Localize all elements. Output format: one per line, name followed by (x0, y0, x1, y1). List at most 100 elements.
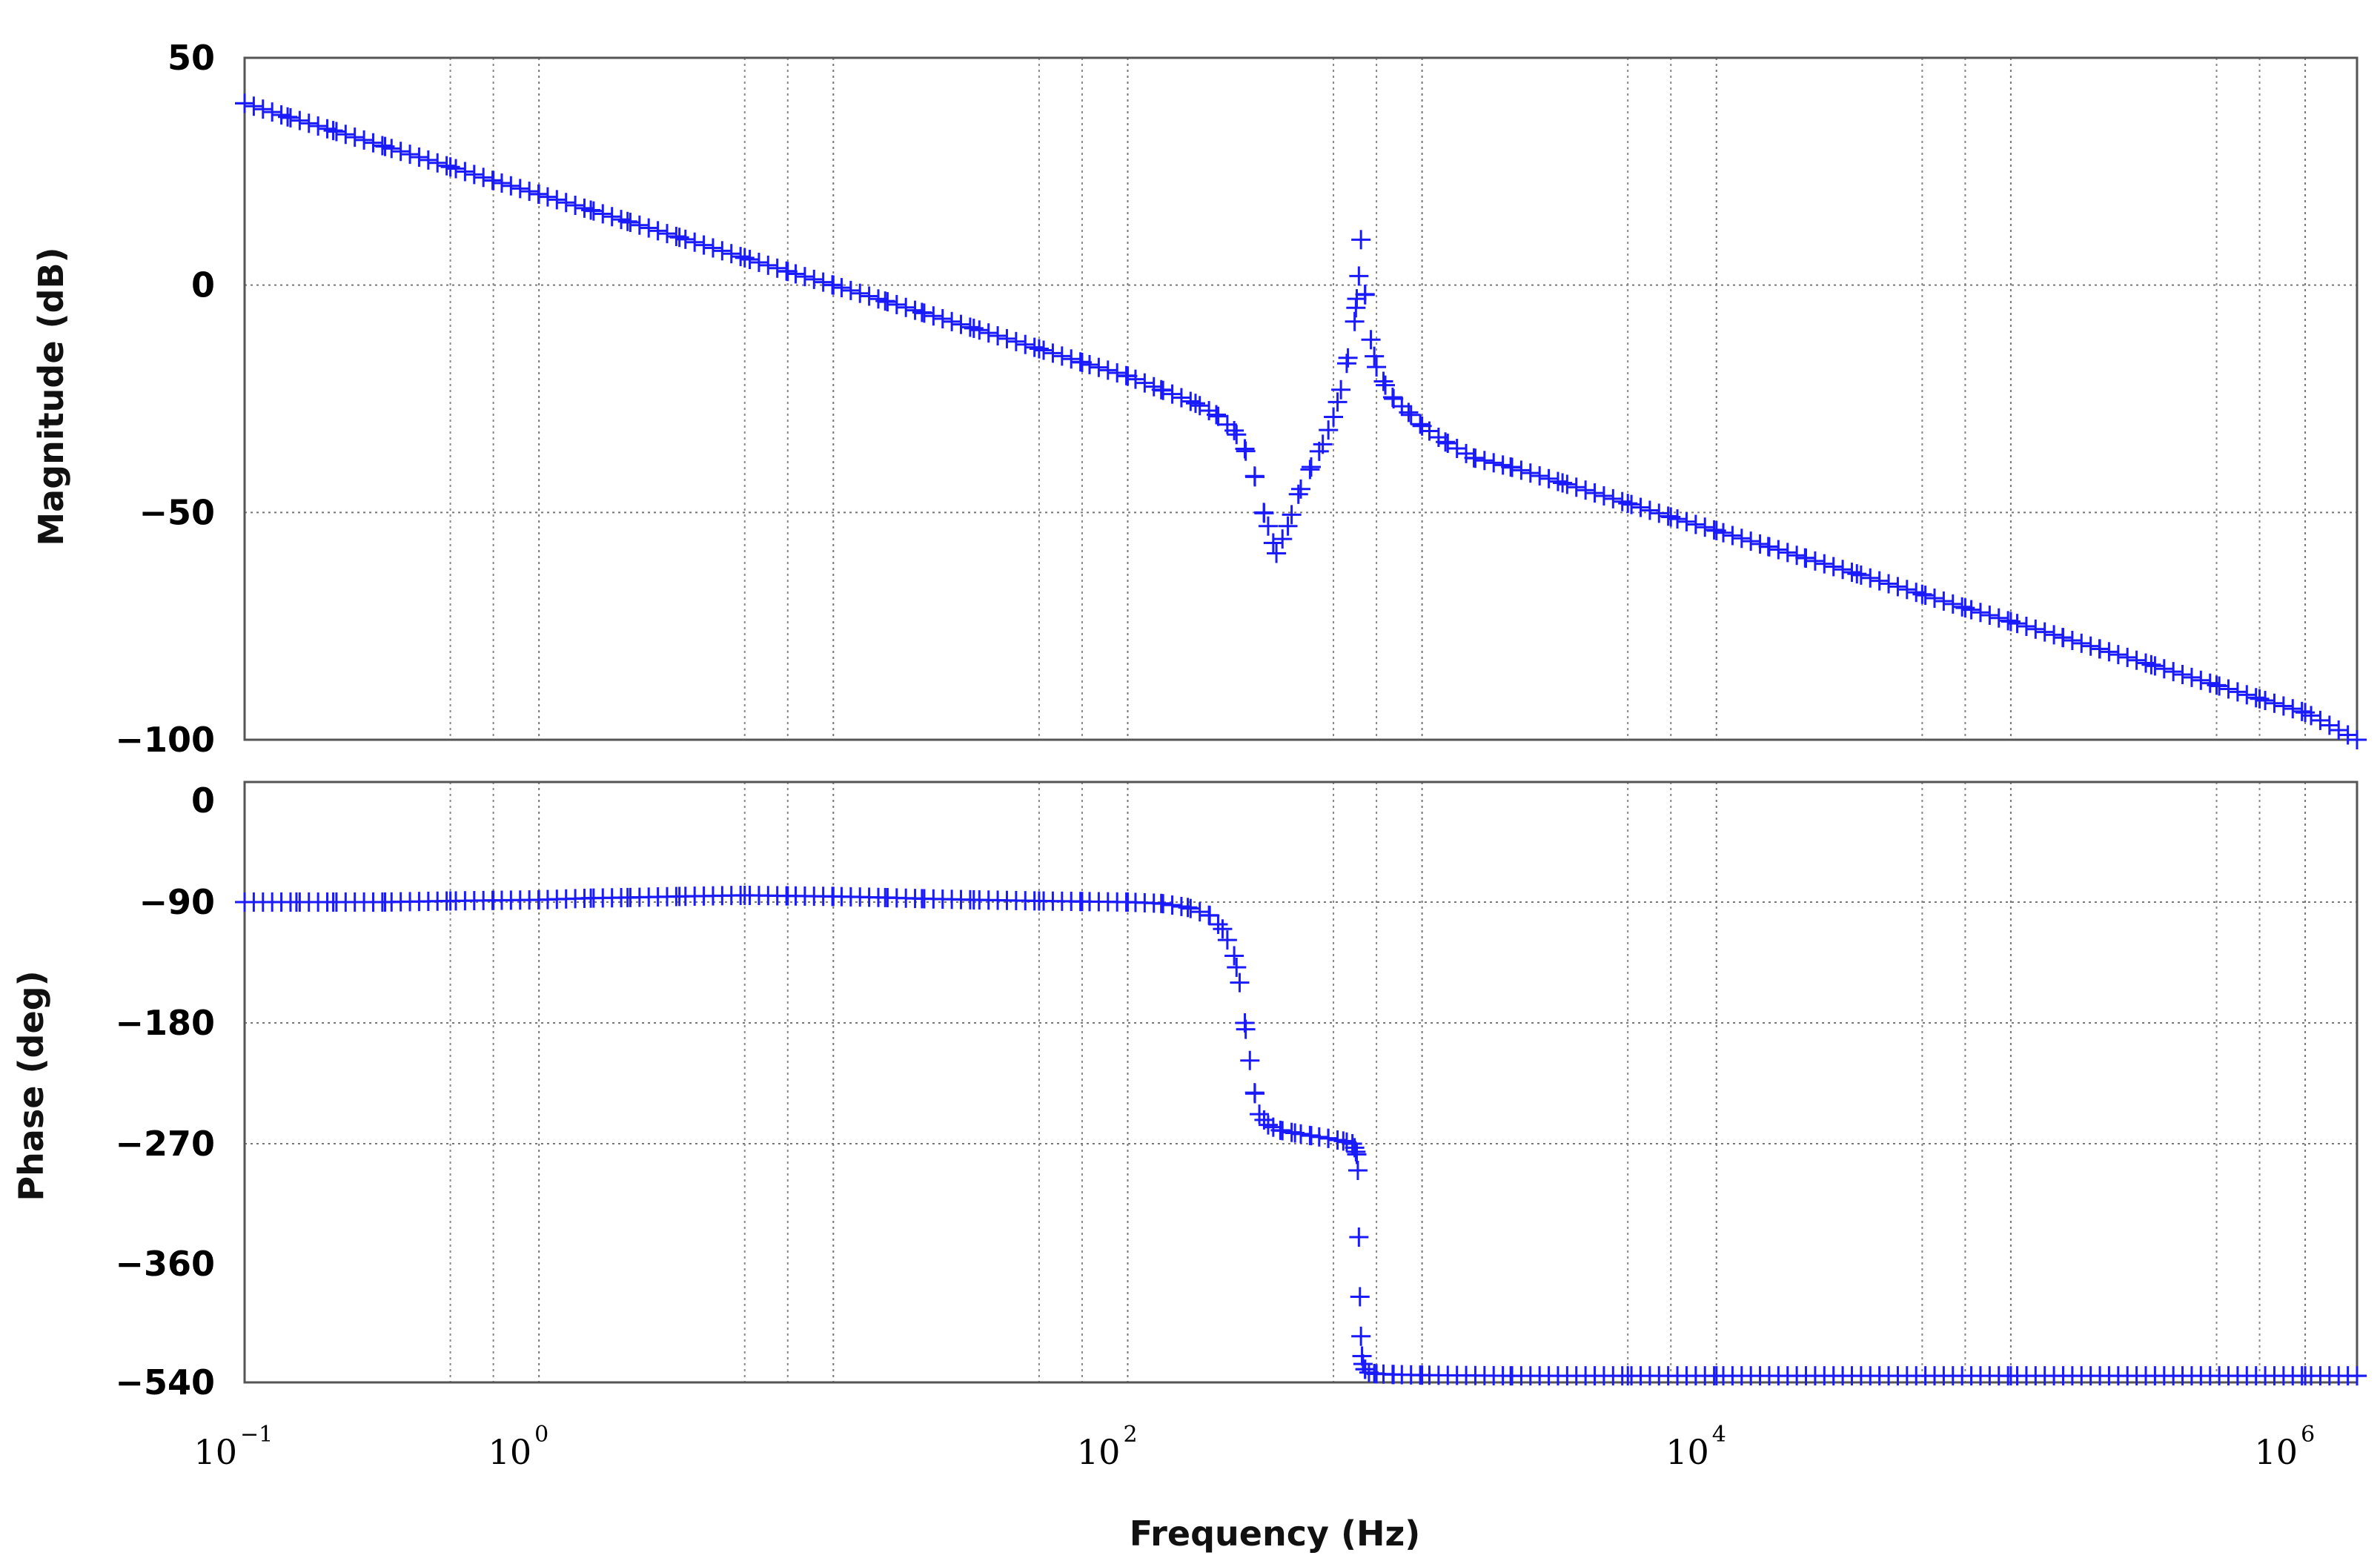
data-point-marker (2154, 659, 2174, 679)
frequency-tick-label: 10 (488, 1432, 532, 1472)
data-point-marker (1706, 1366, 1726, 1386)
data-point-marker (345, 127, 365, 148)
data-point-marker (1399, 402, 1419, 423)
data-point-marker (1879, 574, 1899, 594)
data-point-marker (875, 291, 895, 311)
data-point-marker (924, 306, 944, 326)
data-point-marker (391, 142, 411, 162)
data-point-marker (1185, 394, 1205, 414)
data-point-marker (850, 283, 870, 303)
data-point-marker (841, 280, 861, 300)
data-point-marker (428, 153, 448, 173)
data-point-marker (566, 196, 586, 216)
data-point-marker (951, 314, 971, 334)
data-point-marker (1860, 568, 1880, 588)
data-point-marker (1484, 453, 1504, 473)
data-point-marker (1706, 520, 1726, 540)
data-point-marker (859, 286, 879, 306)
data-point-marker (657, 224, 677, 244)
data-point-marker (1888, 577, 1908, 597)
frequency-tick-exponent: −1 (240, 1422, 273, 1448)
data-point-marker (286, 892, 306, 912)
data-point-marker (1151, 893, 1171, 913)
data-point-marker (2089, 639, 2109, 659)
data-point-marker (1342, 1134, 1362, 1153)
data-point-marker (1649, 503, 1669, 523)
data-point-marker (2296, 1366, 2316, 1386)
data-point-marker (964, 889, 984, 909)
data-point-marker (1384, 389, 1404, 408)
data-point-marker (1367, 357, 1387, 377)
data-point-marker (1795, 548, 1815, 568)
data-point-marker (1162, 384, 1182, 404)
data-point-marker (2108, 645, 2128, 665)
data-point-marker (1285, 1123, 1305, 1143)
data-point-marker (1267, 543, 1287, 563)
data-point-marker (323, 892, 343, 912)
data-point-marker (2227, 682, 2247, 702)
data-point-marker (1258, 516, 1278, 536)
data-point-marker (1805, 551, 1825, 571)
data-point-marker (1273, 529, 1293, 549)
data-point-marker (474, 168, 494, 188)
data-point-marker (1618, 494, 1638, 514)
data-point-marker (1244, 1083, 1264, 1103)
magnitude-plot-frame (243, 56, 2359, 741)
data-point-marker (1912, 584, 1932, 604)
data-point-marker (1553, 473, 1573, 493)
magnitude-axis-title: Magnitude (dB) (31, 247, 71, 546)
data-point-marker (1603, 488, 1623, 508)
data-point-marker (1224, 420, 1244, 440)
data-point-marker (1024, 337, 1044, 357)
data-point-marker (1107, 363, 1127, 383)
data-point-marker (731, 247, 751, 267)
data-point-marker (375, 892, 395, 912)
phase-plot-frame (243, 781, 2359, 1384)
data-point-marker (483, 170, 503, 190)
phase-grid (244, 782, 2357, 1383)
data-point-marker (455, 162, 475, 182)
data-point-marker (1833, 560, 1853, 580)
data-point-marker (1741, 531, 1761, 551)
data-point-marker (2127, 650, 2147, 670)
phase-tick-label: −90 (139, 882, 215, 922)
data-point-marker (400, 145, 420, 165)
data-point-marker (932, 309, 952, 329)
data-point-marker (1456, 443, 1476, 463)
data-point-marker (1566, 477, 1586, 497)
data-point-marker (1355, 1359, 1375, 1379)
data-point-marker (2001, 1366, 2021, 1386)
data-point-marker (1350, 1287, 1370, 1307)
data-point-marker (1493, 455, 1513, 475)
data-point-marker (1384, 1365, 1404, 1385)
data-point-marker (2310, 710, 2330, 730)
data-point-marker (912, 889, 932, 909)
data-point-marker (694, 235, 714, 255)
data-point-marker (969, 320, 990, 340)
phase-tick-label: 0 (191, 781, 215, 821)
data-point-marker (491, 173, 511, 193)
frequency-tick-exponent: 6 (2301, 1422, 2315, 1448)
phase-tick-label: −540 (115, 1362, 215, 1402)
data-point-marker (1365, 346, 1385, 366)
data-point-marker (1612, 491, 1632, 511)
data-point-marker (1300, 460, 1320, 480)
data-point-marker (2164, 662, 2184, 682)
data-point-marker (786, 264, 806, 284)
data-point-marker (997, 328, 1017, 348)
data-point-marker (1207, 405, 1227, 425)
data-point-marker (1235, 1013, 1255, 1033)
data-point-marker (2283, 699, 2303, 719)
data-point-marker (1367, 1364, 1387, 1384)
data-point-marker (2181, 667, 2201, 687)
data-point-marker (2237, 685, 2257, 705)
frequency-x-ticks: 10 −1 10 0 10 2 10 4 10 6 (193, 1422, 2315, 1472)
data-point-marker (440, 157, 460, 177)
data-point-marker (1677, 511, 1697, 531)
data-point-marker (1474, 451, 1494, 471)
data-point-marker (1851, 565, 1871, 585)
data-point-marker (1347, 289, 1367, 309)
data-point-marker (1622, 494, 1642, 514)
data-point-marker (520, 182, 540, 202)
